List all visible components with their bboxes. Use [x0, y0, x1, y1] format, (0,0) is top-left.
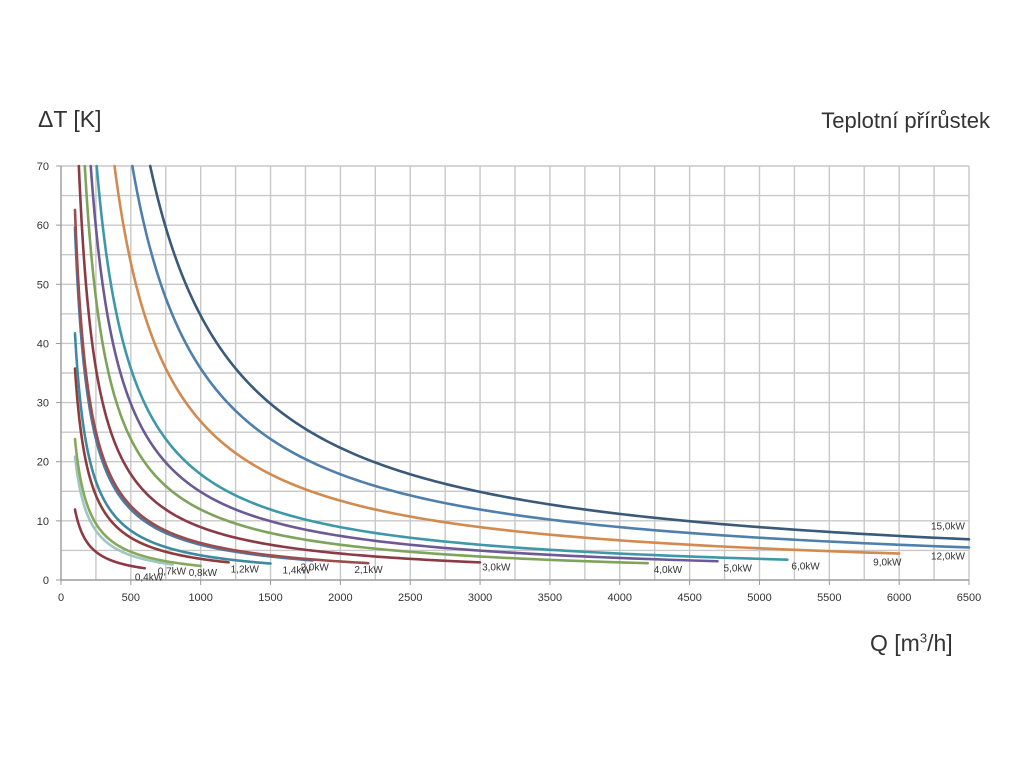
- series-line-9-0kW: [113, 164, 901, 555]
- x-tick-label: 2000: [328, 592, 352, 604]
- y-axis-label: ΔT [K]: [38, 106, 102, 132]
- series-label: 6,0kW: [791, 562, 820, 573]
- axis-layer: 0 10 20 30 40 50 60 70 0 500 1000 1500 2000 2500 3000 3…: [37, 161, 981, 604]
- y-tick-label: 0: [43, 575, 49, 587]
- x-tick-label: 1000: [188, 592, 212, 604]
- series-label: 0,4kW: [135, 572, 164, 583]
- series-layer: [73, 164, 971, 570]
- x-tick-label: 2500: [398, 592, 422, 604]
- series-line-2-1kW: [73, 208, 370, 565]
- x-axis-label: Q [m3/h]: [870, 630, 953, 657]
- series-label: 3,0kW: [482, 562, 511, 573]
- series-label: 1,2kW: [231, 564, 260, 575]
- series-label: 1,4kW: [283, 566, 312, 577]
- series-line-15-0kW: [148, 164, 971, 541]
- series-line-0-7kW: [73, 455, 175, 566]
- x-tick-label: 3500: [538, 592, 562, 604]
- x-tick-label: 5500: [817, 592, 841, 604]
- y-tick-label: 40: [37, 338, 49, 350]
- series-label: 4,0kW: [654, 565, 683, 576]
- chart-title: Teplotní přírůstek: [821, 108, 990, 133]
- series-line-3-0kW: [77, 164, 482, 564]
- series-line-1-4kW: [73, 331, 272, 565]
- series-label: 9,0kW: [873, 558, 902, 569]
- series-label: 0,8kW: [189, 568, 218, 579]
- series-line-0-8kW: [73, 437, 202, 568]
- x-tick-label: 3000: [468, 592, 492, 604]
- x-tick-label: 4000: [608, 592, 632, 604]
- x-tick-label: 500: [122, 592, 140, 604]
- x-tick-label: 0: [58, 592, 64, 604]
- grid-layer: [60, 165, 970, 581]
- series-label: 2,1kW: [354, 565, 383, 576]
- series-line-0-4kW: [73, 508, 147, 570]
- series-line-5-0kW: [89, 164, 719, 563]
- series-line-12-0kW: [131, 164, 971, 549]
- series-label: 5,0kW: [724, 563, 753, 574]
- y-tick-label: 30: [37, 398, 49, 410]
- x-tick-label: 1500: [258, 592, 282, 604]
- x-axis-label-sup: 3: [919, 630, 928, 646]
- y-tick-label: 10: [37, 516, 49, 528]
- y-tick-label: 60: [37, 220, 49, 232]
- x-axis-label-tail: /h]: [927, 630, 953, 656]
- x-axis-label-main: Q [m: [870, 630, 920, 656]
- series-label: 2,0kW: [300, 562, 329, 573]
- series-label: 15,0kW: [931, 521, 965, 532]
- y-tick-label: 50: [37, 279, 49, 291]
- series-line-6-0kW: [95, 164, 789, 561]
- x-tick-label: 6500: [957, 592, 981, 604]
- series-label: 12,0kW: [931, 551, 965, 562]
- series-line-4-0kW: [83, 164, 650, 565]
- y-tick-label: 70: [37, 161, 49, 173]
- x-tick-label: 6000: [887, 592, 911, 604]
- series-line-1-2kW: [73, 367, 230, 564]
- series-label: 0,7kW: [158, 567, 187, 578]
- y-tick-label: 20: [37, 457, 49, 469]
- x-tick-label: 5000: [747, 592, 771, 604]
- x-tick-label: 4500: [677, 592, 701, 604]
